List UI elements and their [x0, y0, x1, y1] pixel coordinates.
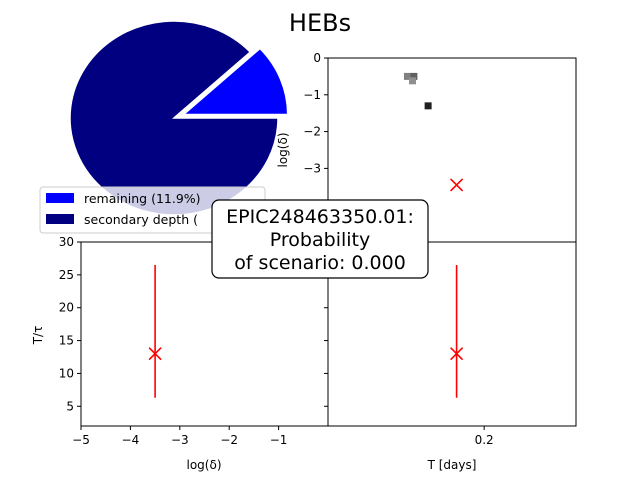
bl-xtick-label: −3 — [171, 433, 189, 447]
panel-bottom-right-frame — [327, 241, 577, 427]
tr-ytick-label: 0 — [313, 51, 321, 65]
tr-ytick-label: −3 — [303, 161, 321, 175]
scenario-probability-box: EPIC248463350.01: Probability of scenari… — [211, 199, 429, 279]
bl-xtick-label: −5 — [72, 433, 90, 447]
br-xtick-label: 0.2 — [475, 433, 494, 447]
bl-xtick-label: −4 — [122, 433, 140, 447]
y-axis-label-bottom-left: T/τ — [31, 326, 45, 346]
points-bottom-right — [450, 265, 464, 398]
x-axis-label-bottom-left: log(δ) — [187, 458, 222, 472]
bl-ytick-label: 15 — [59, 334, 74, 348]
legend-label-remaining: remaining (11.9%) — [84, 191, 201, 206]
annotation-line-1: EPIC248463350.01: — [226, 206, 414, 228]
axis-ticks-bottom-left: −5 −4 −3 −2 −1 5 10 15 20 25 30 — [59, 235, 288, 447]
bl-ytick-label: 20 — [59, 301, 74, 315]
bl-ytick-label: 5 — [66, 399, 74, 413]
figure-title: HEBs — [289, 9, 351, 37]
points-bottom-left — [148, 265, 162, 398]
legend-swatch-remaining — [46, 193, 74, 203]
annotation-frame — [211, 199, 429, 279]
panel-bottom-left: −5 −4 −3 −2 −1 5 10 15 20 25 30 log(δ) T/τ — [31, 235, 329, 472]
heat-cell-0 — [403, 72, 411, 80]
pie-slice-0 — [181, 47, 289, 116]
bl-xtick-label: −2 — [220, 433, 238, 447]
legend-label-secondary-depth: secondary depth ( — [84, 212, 198, 227]
x-axis-label-bottom-right: T [days] — [427, 458, 477, 472]
panel-bottom-right: 0.2 T [days] — [324, 241, 577, 472]
points-top-right — [450, 178, 464, 192]
legend-swatch-secondary-depth — [46, 214, 74, 224]
panel-top-right: 0 −1 −2 −3 log(δ) — [276, 51, 577, 243]
annotation-line-2: Probability — [270, 229, 370, 251]
heat-cell-2 — [409, 77, 417, 85]
y-axis-label-top-right: log(δ) — [276, 133, 290, 168]
heat-cell-1 — [410, 72, 418, 80]
tr-point-0-b — [450, 178, 464, 192]
bl-ytick-label: 30 — [59, 235, 74, 249]
bl-ytick-label: 10 — [59, 366, 74, 380]
br-point-0-b — [450, 347, 464, 361]
tr-ytick-label: −2 — [303, 125, 321, 139]
y-axis-ticks-top-right: 0 −1 −2 −3 — [303, 51, 328, 175]
heatmap-cells — [403, 72, 432, 110]
heat-cell-3 — [424, 102, 432, 110]
bl-xtick-label: −1 — [270, 433, 288, 447]
pie-legend: remaining (11.9%) secondary depth ( — [39, 186, 266, 234]
tr-ytick-label: −1 — [303, 88, 321, 102]
bl-point-0-b — [148, 347, 162, 361]
bl-ytick-label: 25 — [59, 268, 74, 282]
pie-chart — [69, 20, 289, 216]
annotation-line-3: of scenario: 0.000 — [234, 252, 406, 274]
pie-slice-1 — [69, 20, 279, 216]
